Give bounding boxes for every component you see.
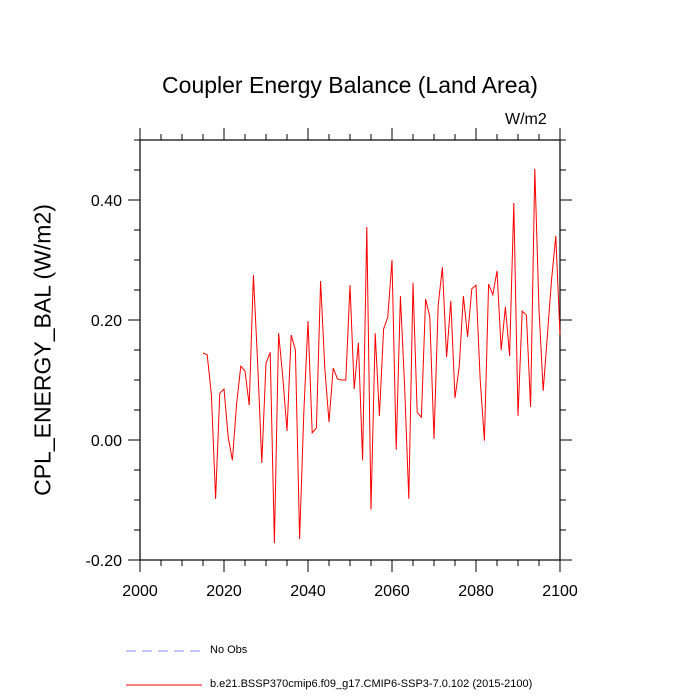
x-tick-label: 2100 [542, 583, 578, 600]
legend [126, 650, 202, 686]
y-tick-label: -0.20 [86, 553, 123, 570]
x-tick-label: 2080 [458, 583, 494, 600]
x-tick-label: 2060 [374, 583, 410, 600]
y-tick-label: 0.20 [91, 313, 122, 330]
axis-ticks: 2000 2020 2040 2060 2080 2100 -0.20 0.00 0.20 0.4… [86, 128, 578, 600]
units-label: W/m2 [505, 111, 547, 128]
plot-frame [139, 139, 561, 561]
y-tick-label: 0.00 [91, 433, 122, 450]
series-line [202, 168, 561, 544]
x-tick-label: 2020 [206, 583, 242, 600]
x-tick-label: 2040 [290, 583, 326, 600]
legend-label-no-obs: No Obs [210, 644, 248, 656]
plot-axes [139, 139, 561, 561]
x-tick-label: 2000 [122, 583, 158, 600]
series-lines [202, 168, 561, 544]
chart-title: Coupler Energy Balance (Land Area) [162, 72, 538, 98]
legend-label-model-run: b.e21.BSSP370cmip6.f09_g17.CMIP6-SSP3-7.… [210, 678, 533, 690]
y-tick-label: 0.40 [91, 193, 122, 210]
